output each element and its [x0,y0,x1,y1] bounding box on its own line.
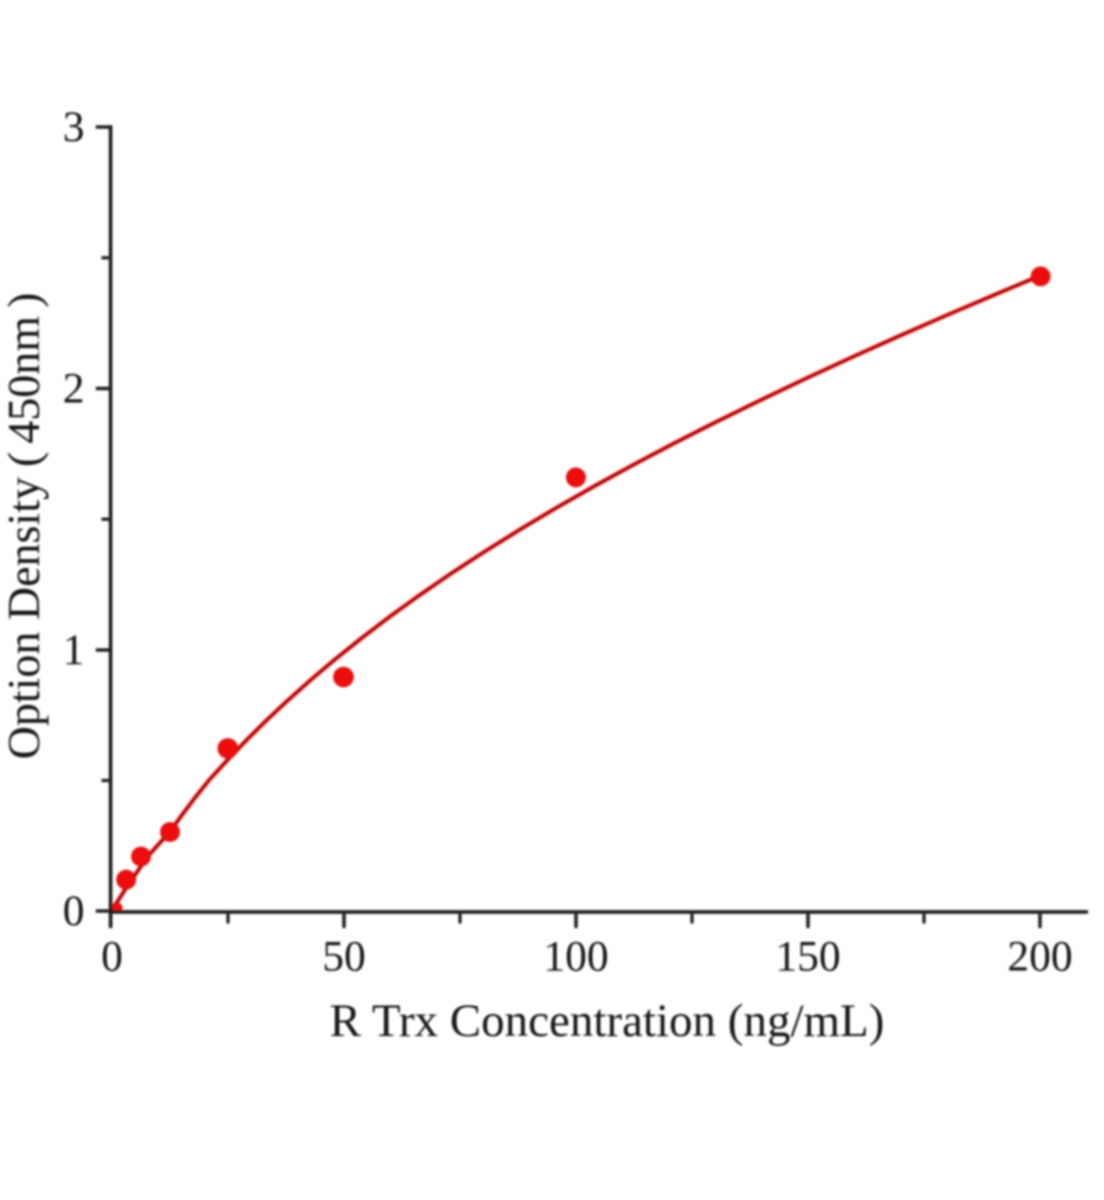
svg-text:0: 0 [101,933,123,981]
svg-text:0: 0 [63,887,85,935]
svg-text:1: 1 [63,626,85,674]
svg-text:Option Density(450nm): Option Density(450nm) [0,293,49,760]
svg-text:50: 50 [322,933,366,981]
svg-text:3: 3 [63,103,85,151]
svg-text:R Trx Concentration (ng/mL): R Trx Concentration (ng/mL) [330,995,885,1047]
svg-text:200: 200 [1007,933,1072,981]
svg-text:2: 2 [63,365,85,413]
svg-text:150: 150 [775,933,840,981]
svg-text:100: 100 [543,933,608,981]
